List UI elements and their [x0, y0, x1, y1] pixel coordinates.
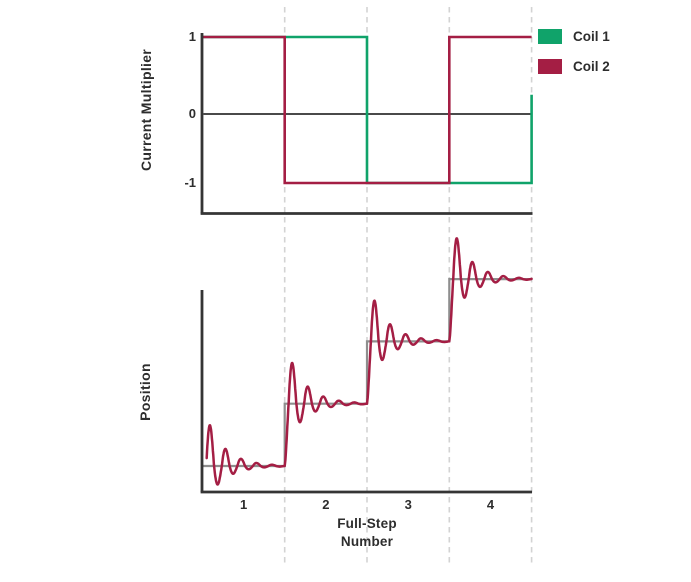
coil2-color-swatch: [538, 58, 562, 74]
legend-item-coil1: Coil 1: [538, 28, 610, 44]
position-ring-curve: [205, 237, 533, 486]
coil-1-line: [202, 35, 533, 185]
y-tick-label-zero: 0: [188, 106, 196, 121]
legend-label-coil2: Coil 2: [573, 58, 610, 74]
x-axis-title-line1: Full-Step: [337, 516, 397, 531]
legend: Coil 1 Coil 2: [538, 28, 610, 74]
y-tick-label-minus1: -1: [184, 175, 196, 190]
coil-2-line: [202, 35, 532, 185]
x-tick-label-4: 4: [486, 497, 495, 512]
legend-item-coil2: Coil 2: [538, 58, 610, 74]
x-tick-label-3: 3: [404, 497, 412, 512]
y-tick-label-plus1: 1: [188, 29, 196, 44]
y-axis-label-position: Position: [137, 363, 153, 421]
coil1-color-swatch: [538, 28, 562, 44]
x-tick-label-1: 1: [239, 497, 248, 512]
x-axis-title-line2: Number: [340, 534, 394, 549]
x-axis-title: Full-Step Number: [297, 515, 437, 551]
y-axis-label-current-multiplier: Current Multiplier: [138, 48, 154, 172]
legend-label-coil1: Coil 1: [573, 28, 610, 44]
x-tick-label-2: 2: [322, 497, 330, 512]
